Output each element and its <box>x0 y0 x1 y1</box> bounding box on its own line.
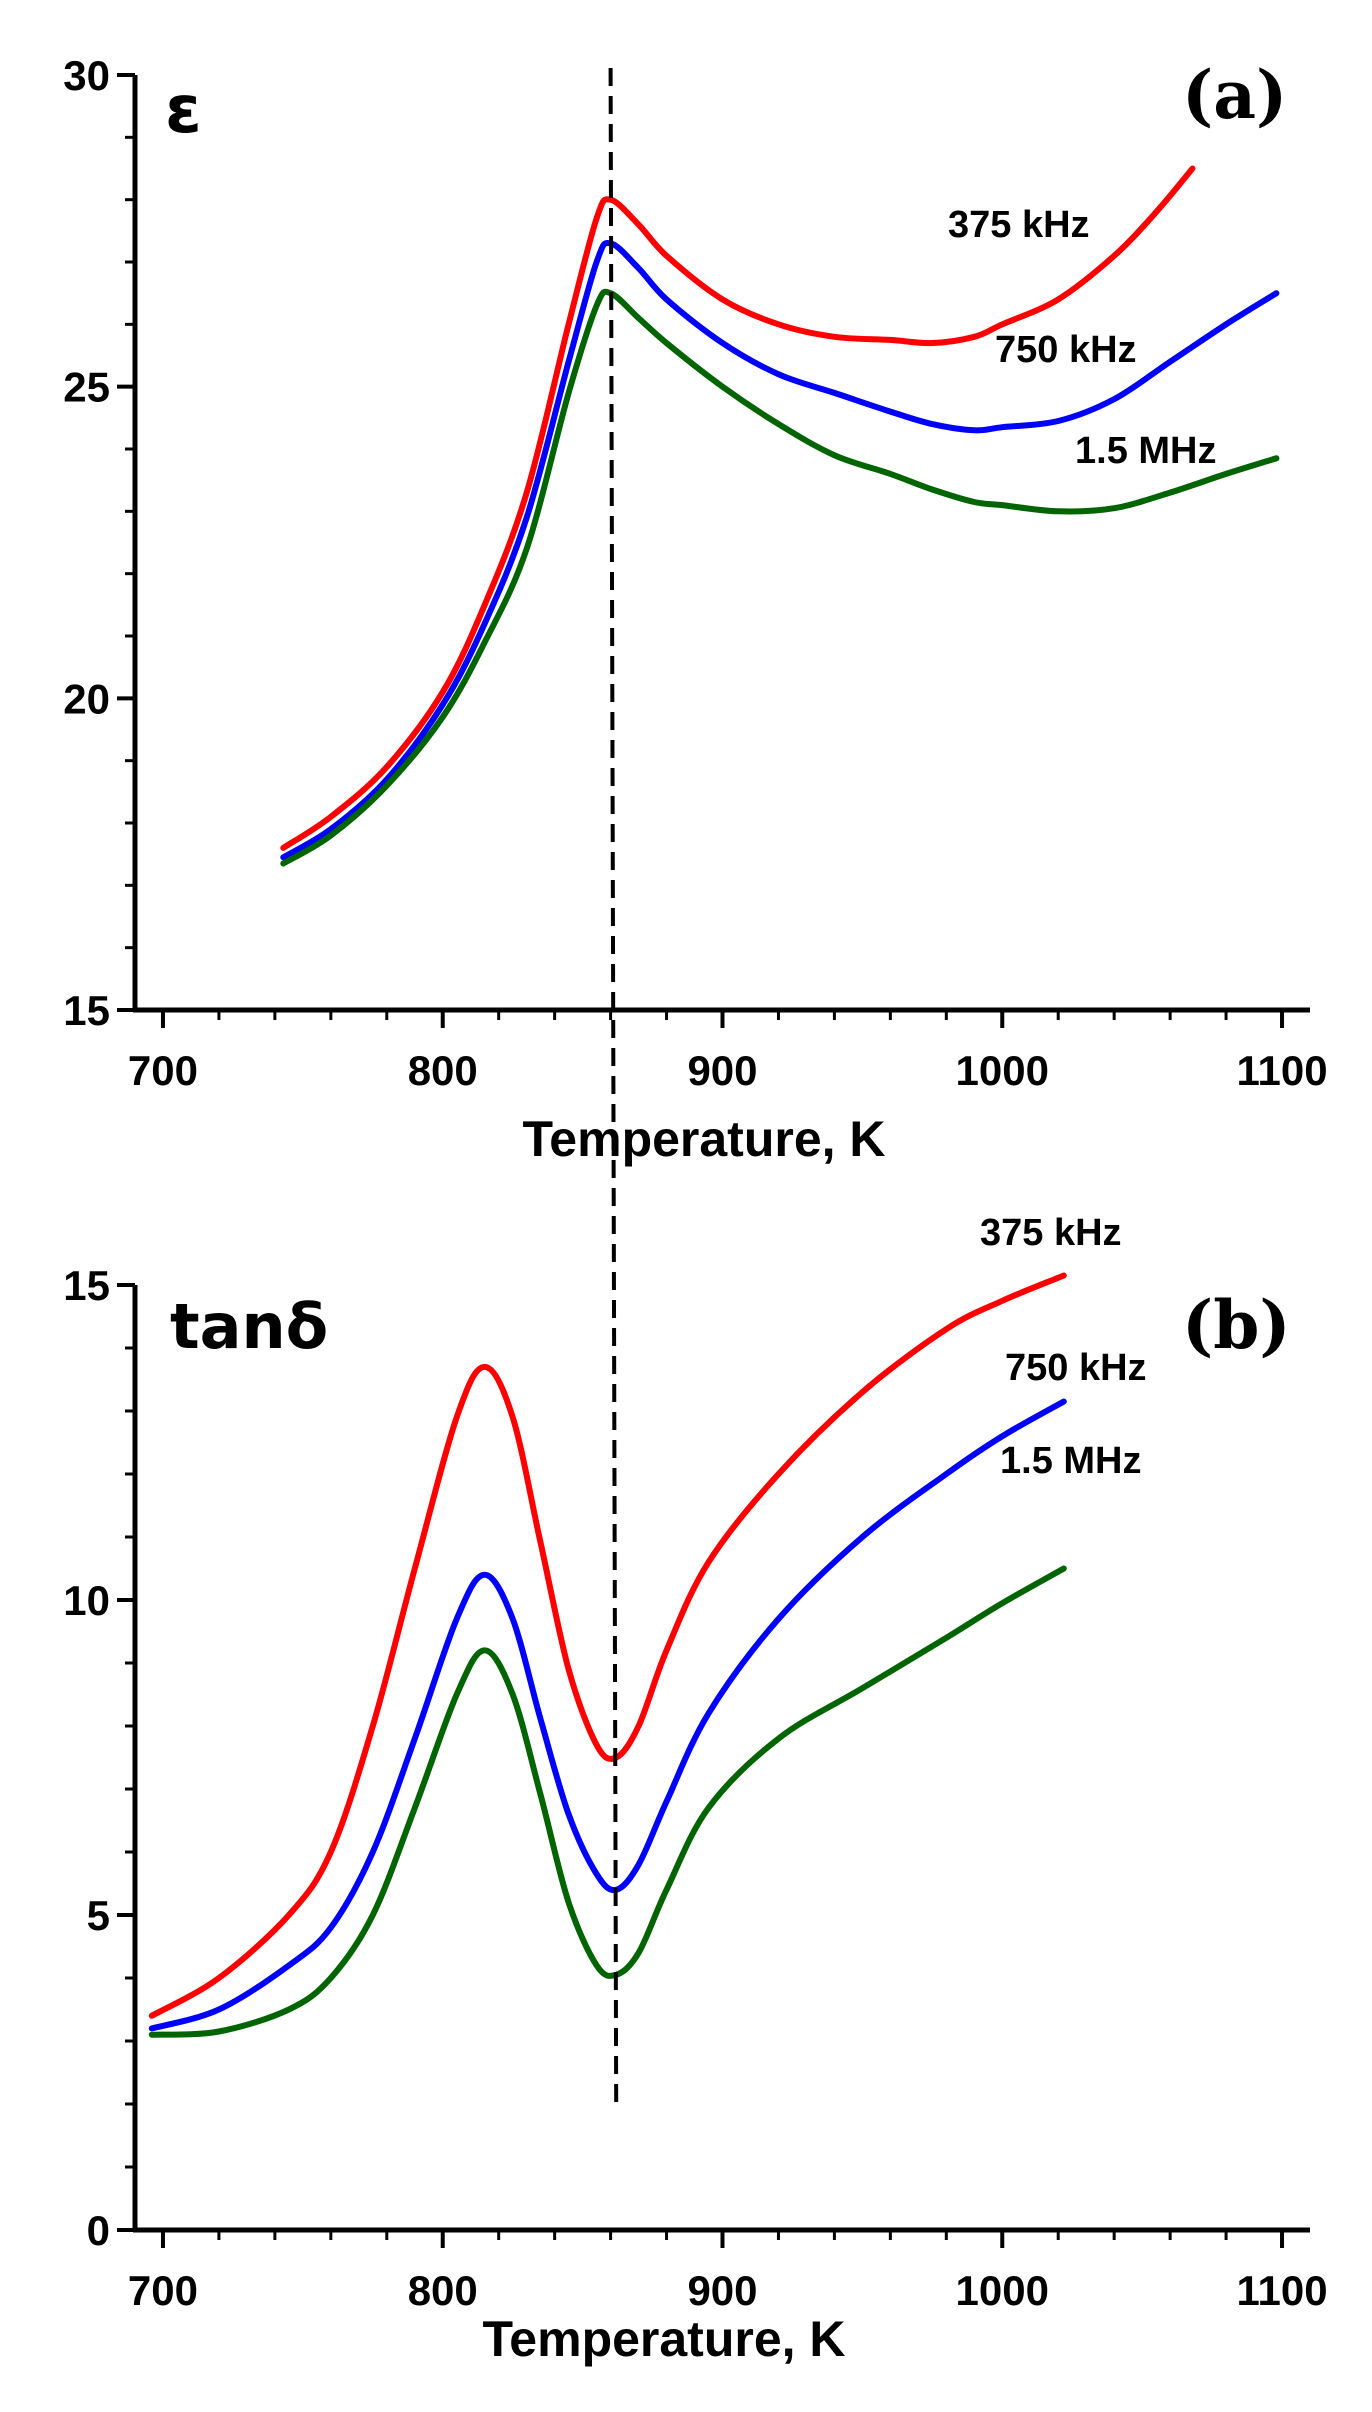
x-tick-label: 800 <box>408 1047 478 1094</box>
panel-b-y-axis-label: tanδ <box>170 1290 328 1363</box>
x-tick-label: 900 <box>687 2267 757 2314</box>
series-label: 1.5 MHz <box>1075 430 1216 472</box>
series-line <box>280 240 1280 861</box>
x-tick-label: 900 <box>687 1047 757 1094</box>
reference-dashed-line <box>608 67 619 2105</box>
y-tick-label: 20 <box>63 675 110 722</box>
x-tick-label: 700 <box>128 2267 198 2314</box>
y-tick-label: 15 <box>63 987 110 1034</box>
series-line <box>148 1272 1067 2019</box>
panel-a-marks: 700 800 900 1000 1100 15 20 25 30 375 kHz 750 kHz 1… <box>63 52 1327 1094</box>
series-line <box>148 1565 1067 2038</box>
series-line <box>148 1398 1067 2032</box>
x-tick-label: 1000 <box>956 1047 1049 1094</box>
series-line <box>280 288 1280 867</box>
x-tick-label: 800 <box>408 2267 478 2314</box>
x-tick-label: 1000 <box>956 2267 1049 2314</box>
panel-b-marks: 700 800 900 1000 1100 0 5 10 15 375 kHz 750 kHz 1.5… <box>63 1212 1327 2314</box>
y-tick-label: 10 <box>63 1577 110 1624</box>
panel-a-tag: (a) <box>1182 56 1287 134</box>
x-tick-label: 1100 <box>1236 1047 1327 1094</box>
y-tick-label: 25 <box>63 364 110 411</box>
series-label: 1.5 MHz <box>1000 1440 1141 1482</box>
x-tick-label: 700 <box>128 1047 198 1094</box>
panel-b-tag: (b) <box>1182 1286 1291 1364</box>
panel-a-x-axis-title: Temperature, K <box>522 1111 885 1167</box>
series-line <box>280 165 1196 851</box>
panel-b-x-axis-title: Temperature, K <box>482 2311 845 2367</box>
series-label: 750 kHz <box>1005 1347 1147 1389</box>
y-tick-label: 5 <box>87 1892 110 1939</box>
y-tick-label: 15 <box>63 1262 110 1309</box>
y-tick-label: 0 <box>87 2207 110 2254</box>
series-label: 750 kHz <box>995 329 1137 371</box>
y-tick-label: 30 <box>63 52 110 99</box>
series-label: 375 kHz <box>948 204 1090 246</box>
panel-a-y-axis-label: ε <box>165 71 202 148</box>
panel-a-epsilon-chart: 700 800 900 1000 1100 15 20 25 30 375 kHz 750 kHz 1… <box>63 52 1327 1167</box>
series-label: 375 kHz <box>980 1212 1122 1254</box>
panel-b-tan-delta-chart: 700 800 900 1000 1100 0 5 10 15 375 kHz 750 kHz 1.5… <box>63 1212 1327 2367</box>
x-tick-label: 1100 <box>1236 2267 1327 2314</box>
